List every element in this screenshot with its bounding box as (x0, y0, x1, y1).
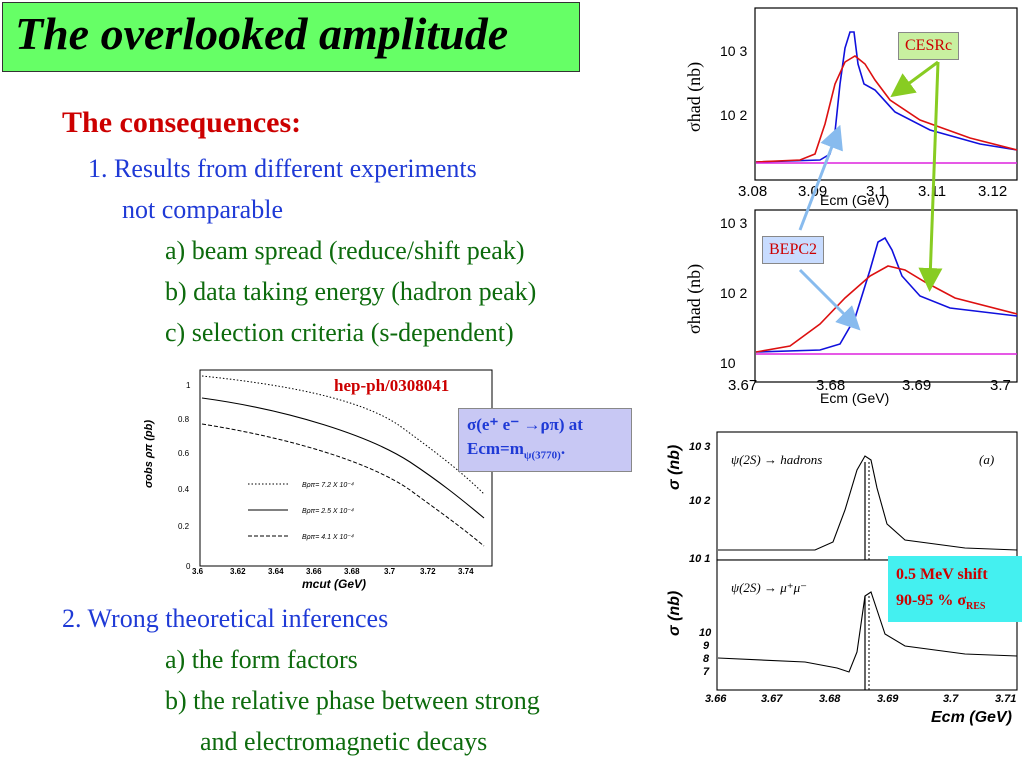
shift-line1: 0.5 MeV shift (896, 566, 988, 583)
panel-tag: (a) (979, 452, 994, 467)
x-tick-label: 3.62 (230, 567, 246, 576)
x-tick-label: 3.6 (192, 567, 204, 576)
consequences-heading: The consequences: (62, 106, 302, 139)
y-tick-label: 10 3 (720, 215, 747, 231)
panel-label-hadrons: ψ(2S) → hadrons (731, 452, 822, 467)
rho-pi-period: . (560, 439, 566, 458)
rho-pi-subscript: ψ(3770) (523, 449, 561, 462)
x-tick-label: 3.7 (384, 567, 396, 576)
panel-label-mumu: ψ(2S) → μ⁺μ⁻ (731, 580, 807, 595)
x-tick-label: 3.72 (420, 567, 436, 576)
y-tick-label: 10 2 (689, 495, 710, 507)
rho-pi-line2: Ecm=mψ(3770). (467, 437, 623, 467)
annotation-arrows (798, 60, 943, 331)
shift-note: 0.5 MeV shift 90-95 % σRES (888, 556, 1022, 622)
x-tick-label: 3.69 (902, 377, 931, 394)
x-tick-label: 3.1 (866, 183, 887, 200)
y-axis-label: σhad (nb) (684, 62, 705, 132)
series-line-blue (755, 236, 1018, 353)
series-solid (201, 397, 485, 519)
chart-bepc2: σhad (nb) 10 3 10 2 10 3.67 3.68 3.69 3.… (684, 209, 1018, 406)
rho-pi-ecm: Ecm=m (467, 439, 524, 458)
x-axis-label: mcut (GeV) (302, 577, 366, 591)
x-tick-label: 3.09 (798, 183, 827, 200)
bepc2-arrow-top (798, 124, 843, 231)
x-axis-label: Ecm (GeV) (820, 390, 889, 406)
chart-mcut: σobs ρπ (pb) 0 0.2 0.4 0.6 0.8 1 3.6 3.6… (143, 369, 493, 591)
point2-b2: and electromagnetic decays (200, 727, 488, 756)
y-tick-label: 10 3 (720, 43, 747, 59)
shift-subscript: RES (966, 601, 986, 613)
y-tick-label: 0.6 (178, 449, 190, 458)
series-mumu (717, 591, 1018, 673)
legend-entry: Bρπ= 7.2 X 10⁻⁴ (302, 482, 354, 489)
y-tick-label: 1 (186, 381, 191, 390)
chart-cesrc: σhad (nb) 10 3 10 2 3.08 3.09 3.1 3.11 3… (684, 7, 1018, 208)
y-tick-label: 10 (699, 627, 712, 639)
series-dashed (201, 423, 485, 547)
x-tick-label: 3.68 (816, 377, 845, 394)
rho-pi-note: σ(e⁺ e⁻ →ρπ) at Ecm=mψ(3770). (458, 408, 632, 472)
rho-pi-line1: σ(e⁺ e⁻ →ρπ) at (467, 415, 583, 434)
x-axis-label: Ecm (GeV) (820, 192, 889, 208)
y-tick-label: 10 2 (720, 107, 747, 123)
plot-frame (199, 369, 493, 567)
x-tick-label: 3.69 (877, 693, 899, 705)
y-tick-label: 10 (720, 355, 736, 371)
title-box: The overlooked amplitude (2, 2, 580, 72)
x-tick-label: 3.68 (344, 567, 360, 576)
y-tick-label: 0 (186, 562, 191, 571)
plot-frame-top (716, 431, 1018, 561)
series-line-red (755, 55, 1018, 163)
x-tick-label: 3.08 (738, 183, 767, 200)
y-tick-label: 0.8 (178, 415, 190, 424)
point2-a: a) the form factors (165, 645, 358, 674)
point1-line1: 1. Results from different experiments (88, 154, 477, 183)
x-tick-label: 3.74 (458, 567, 474, 576)
x-tick-label: 3.7 (990, 377, 1011, 394)
hep-reference: hep-ph/0308041 (334, 376, 450, 395)
x-tick-label: 3.7 (943, 693, 959, 705)
bepc2-label: BEPC2 (762, 236, 825, 264)
y-axis-title: σhad (nb) (684, 62, 705, 132)
series-hadrons (718, 455, 1018, 551)
point1-line2: not comparable (122, 195, 283, 224)
y-tick-label: 9 (703, 640, 710, 652)
legend-entry: Bρπ= 2.5 X 10⁻⁴ (302, 508, 354, 515)
bepc2-arrow-bottom (798, 268, 861, 331)
shift-line2-text: 90-95 % σ (896, 592, 967, 609)
point2-b: b) the relative phase between strong (165, 686, 540, 715)
y-axis-label: σ (nb) (666, 445, 683, 490)
point1-a: a) beam spread (reduce/shift peak) (165, 236, 525, 265)
point1-b: b) data taking energy (hadron peak) (165, 277, 537, 306)
x-tick-label: 3.71 (995, 693, 1016, 705)
slide-title: The overlooked amplitude (15, 8, 509, 59)
cesrc-arrow-bottom (918, 61, 943, 292)
x-tick-label: 3.66 (306, 567, 322, 576)
y-tick-label: 0.4 (178, 485, 190, 494)
cesrc-arrow-top (890, 60, 939, 98)
y-tick-label: 10 1 (689, 553, 710, 565)
x-axis-label: Ecm (GeV) (931, 709, 1012, 726)
x-tick-label: 3.68 (819, 693, 841, 705)
y-tick-label: 8 (703, 653, 710, 665)
cesrc-label: CESRc (898, 32, 960, 60)
y-tick-label: 10 3 (689, 441, 710, 453)
legend-entry: Bρπ= 4.1 X 10⁻⁴ (302, 534, 354, 541)
y-tick-label: 0.2 (178, 522, 190, 531)
x-tick-label: 3.67 (728, 377, 757, 394)
shift-line2: 90-95 % σRES (896, 588, 1014, 620)
x-tick-label: 3.12 (978, 183, 1007, 200)
y-axis-label: σ (nb) (666, 591, 683, 636)
point2-line1: 2. Wrong theoretical inferences (62, 604, 389, 633)
y-axis-label: σhad (nb) (684, 264, 705, 334)
point1-c: c) selection criteria (s-dependent) (165, 318, 514, 347)
x-tick-label: 3.66 (705, 693, 727, 705)
x-tick-label: 3.67 (761, 693, 783, 705)
x-tick-label: 3.64 (268, 567, 284, 576)
y-axis-label: σobs ρπ (pb) (143, 420, 155, 488)
y-tick-label: 10 2 (720, 285, 747, 301)
y-tick-label: 7 (703, 666, 710, 678)
